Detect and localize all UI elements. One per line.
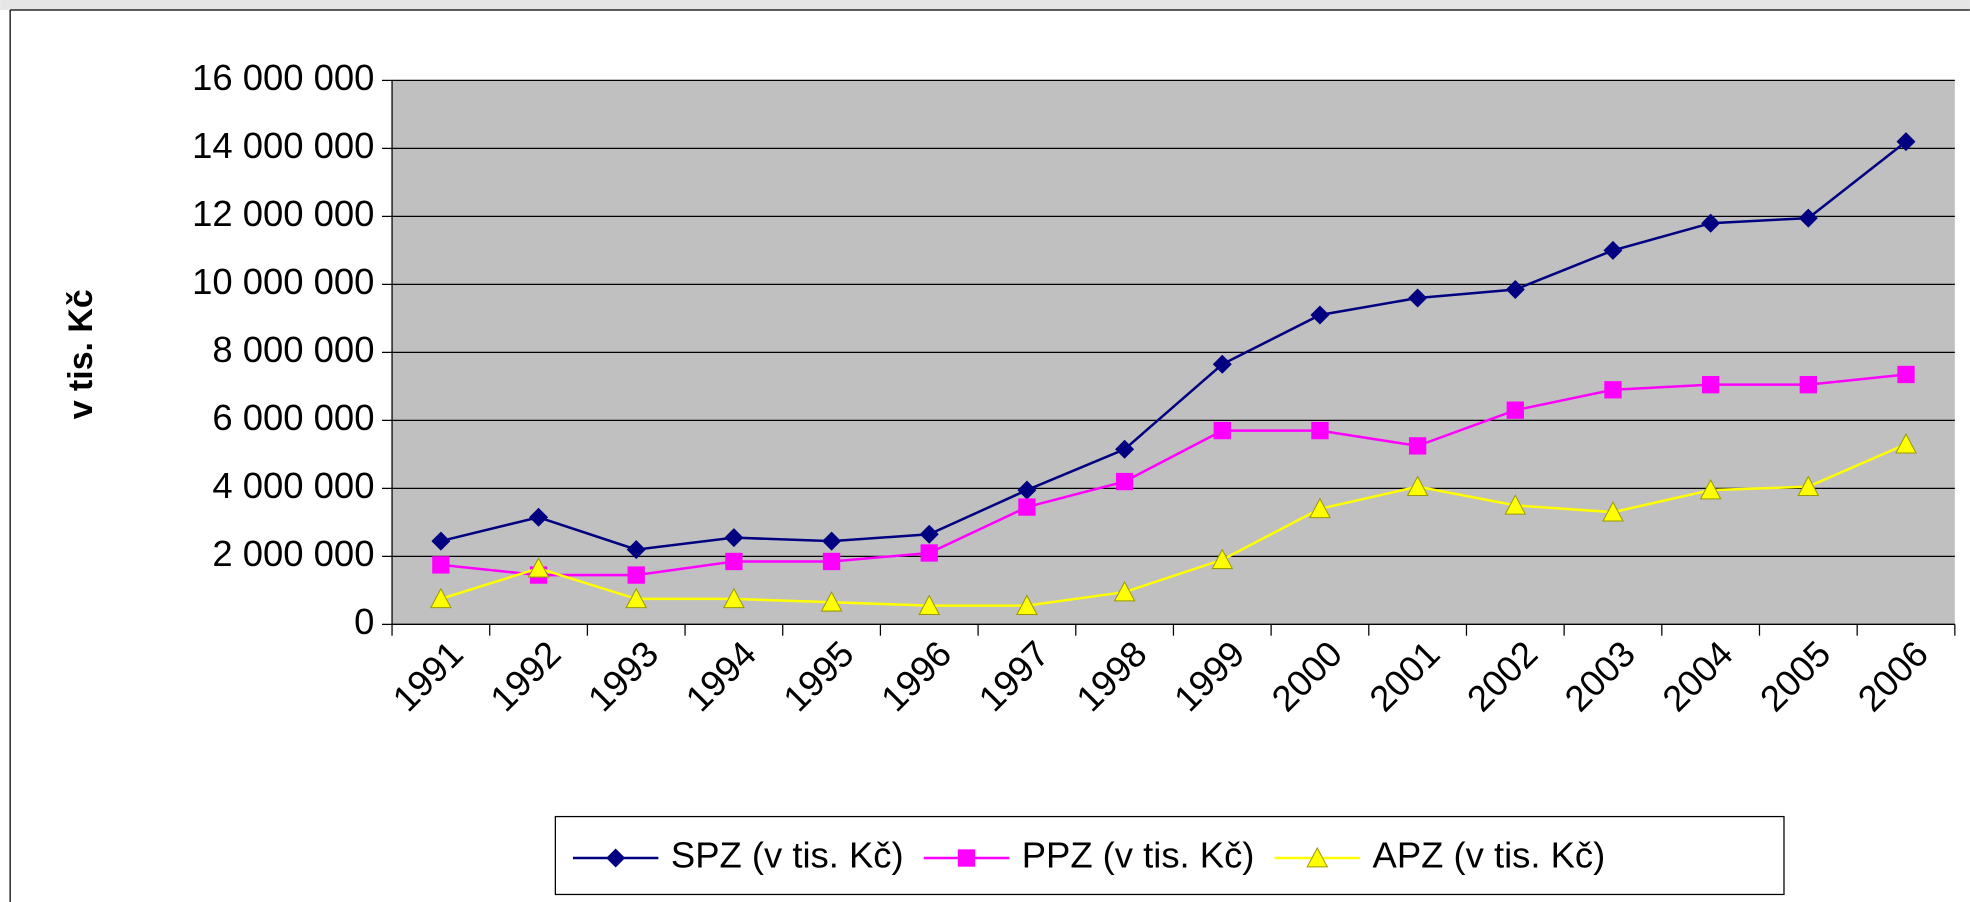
marker (529, 507, 549, 527)
marker (822, 552, 841, 571)
y-tick-label: 2 000 000 (212, 533, 374, 574)
marker (723, 587, 745, 609)
marker (1798, 208, 1818, 228)
legend-label: PPZ (v tis. Kč) (1022, 835, 1255, 876)
x-tick-label: 2002 (1459, 633, 1545, 719)
series-line (440, 373, 1907, 577)
legend-box (554, 815, 1785, 896)
marker (1602, 501, 1624, 522)
x-tick-label: 1998 (1068, 633, 1154, 719)
marker (957, 849, 976, 867)
marker (1211, 548, 1234, 570)
y-axis-title: v tis. Kč (62, 289, 100, 419)
marker (1309, 497, 1331, 519)
x-tick-label: 2003 (1557, 633, 1643, 719)
x-tick-label: 1999 (1166, 633, 1252, 719)
marker (1799, 376, 1817, 394)
marker (1897, 365, 1915, 384)
marker (822, 531, 842, 551)
marker (1895, 433, 1917, 454)
marker (918, 594, 941, 615)
x-tick-label: 1996 (873, 633, 959, 719)
marker (1699, 478, 1722, 500)
y-tick-label: 10 000 000 (192, 261, 374, 302)
marker (1701, 376, 1720, 394)
legend: SPZ (v tis. Kč) PPZ (v tis. Kč) APZ (v tis… (554, 815, 1785, 896)
marker (1701, 213, 1721, 233)
marker (1115, 472, 1134, 491)
marker (626, 540, 646, 560)
marker (1896, 132, 1916, 152)
marker (432, 556, 450, 574)
series-line (440, 140, 1907, 551)
x-tick-label: 1991 (385, 633, 471, 719)
y-tick-label: 6 000 000 (212, 397, 374, 438)
marker (1018, 498, 1036, 516)
marker (1604, 381, 1622, 399)
marker (1212, 354, 1232, 374)
x-tick-label: 1995 (775, 633, 861, 719)
marker (1306, 846, 1329, 868)
series-line (440, 443, 1907, 607)
legend-label: APZ (v tis. Kč) (1373, 835, 1606, 876)
legend-label: SPZ (v tis. Kč) (671, 835, 904, 876)
marker (1406, 475, 1429, 496)
marker (1408, 437, 1427, 455)
x-tick-label: 2000 (1264, 633, 1350, 719)
marker (919, 524, 939, 544)
y-tick-label: 12 000 000 (192, 193, 374, 234)
marker (1311, 421, 1329, 440)
x-tick-label: 1993 (580, 633, 666, 719)
marker (1213, 421, 1231, 440)
marker (724, 528, 744, 548)
y-tick-label: 0 (354, 601, 374, 642)
y-tick-label: 8 000 000 (212, 329, 374, 370)
y-tick-label: 16 000 000 (192, 57, 374, 98)
x-tick-label: 1994 (678, 633, 764, 719)
marker (429, 587, 452, 609)
x-tick-label: 2004 (1654, 633, 1740, 719)
x-tick-label: 1997 (971, 633, 1057, 719)
x-tick-label: 2006 (1850, 633, 1936, 719)
marker (725, 552, 743, 571)
marker (920, 544, 938, 562)
x-tick-label: 2005 (1752, 633, 1838, 719)
marker (1603, 240, 1623, 260)
y-tick-label: 14 000 000 (192, 125, 374, 166)
marker (527, 557, 550, 578)
marker (1113, 580, 1136, 602)
x-tick-label: 2001 (1361, 633, 1447, 719)
marker (1504, 494, 1527, 515)
marker (625, 587, 648, 609)
y-tick-label: 4 000 000 (212, 465, 374, 506)
marker (1506, 401, 1524, 419)
marker (627, 566, 645, 584)
marker (820, 591, 843, 612)
marker (431, 531, 451, 551)
marker (1505, 279, 1525, 299)
marker (1310, 305, 1330, 325)
marker (1797, 475, 1820, 496)
marker (1408, 288, 1428, 308)
marker (1115, 439, 1135, 459)
marker (1016, 594, 1038, 615)
x-tick-label: 1992 (482, 633, 568, 719)
top-strip (0, 0, 1970, 11)
marker (606, 848, 626, 868)
